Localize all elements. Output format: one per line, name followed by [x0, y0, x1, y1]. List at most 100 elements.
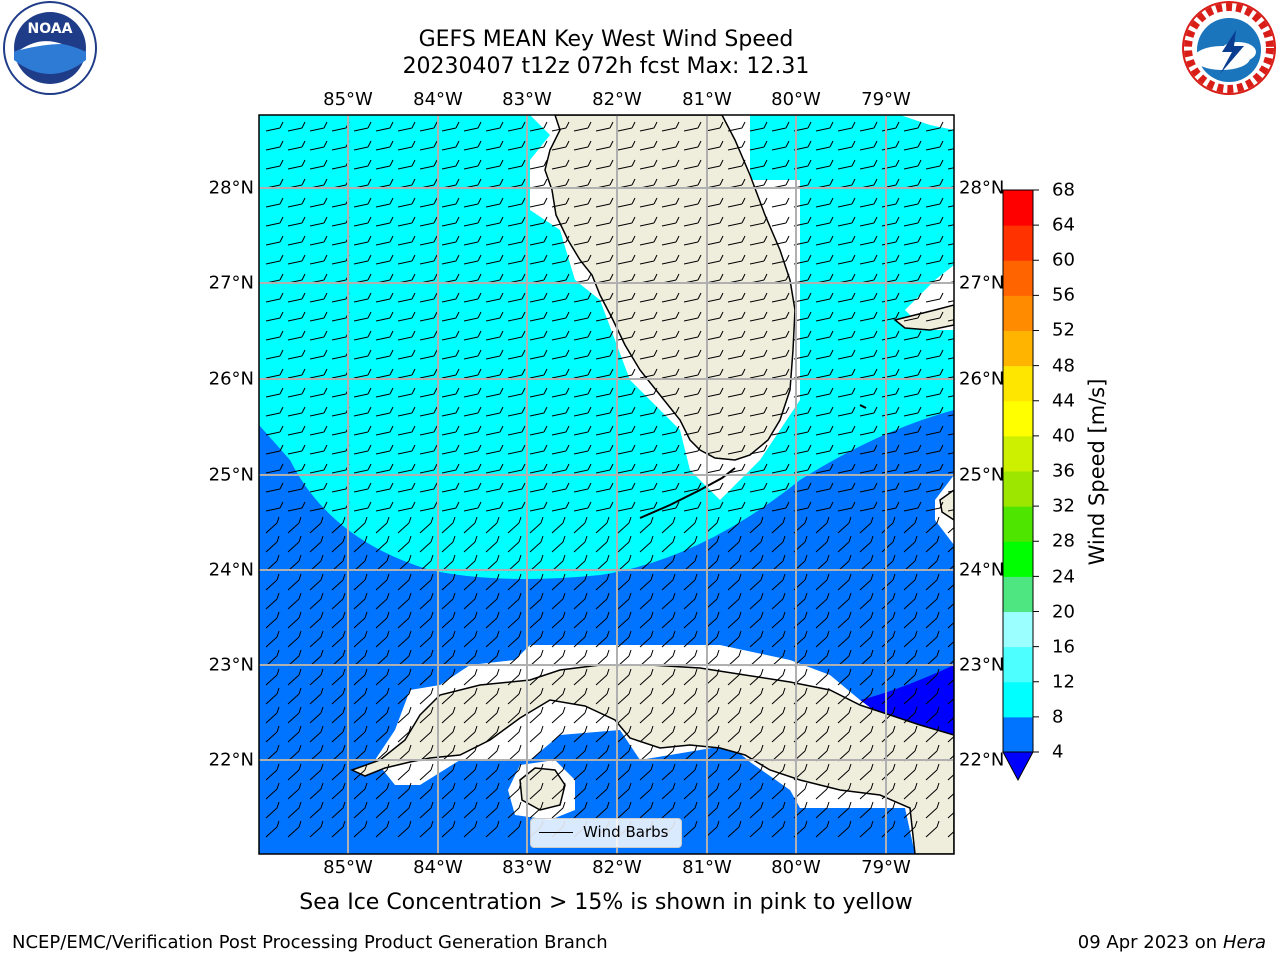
wind-barb — [551, 349, 570, 360]
wind-barb — [265, 801, 280, 819]
wind-barb — [749, 516, 764, 534]
wind-barb — [441, 197, 460, 208]
wind-barb — [309, 425, 328, 436]
wind-barb — [287, 140, 306, 151]
wind-barb — [683, 216, 702, 227]
wind-barb — [683, 801, 698, 819]
wind-barb — [837, 782, 852, 800]
wind-barb — [925, 387, 944, 398]
wind-barb — [683, 668, 698, 686]
wind-barb — [397, 820, 412, 838]
wind-barb — [309, 311, 328, 322]
lat-label-right: 28°N — [959, 177, 1005, 199]
colorbar-segment — [1003, 611, 1033, 648]
colorbar-segment — [1003, 541, 1033, 577]
lat-label-right: 22°N — [959, 749, 1005, 771]
wind-barb — [617, 254, 636, 265]
wind-barb — [573, 611, 588, 629]
wind-barb — [265, 159, 284, 170]
wind-barb — [661, 368, 680, 379]
wind-barb — [397, 482, 416, 493]
wind-barb — [881, 706, 896, 724]
wind-barb — [463, 706, 478, 724]
wind-barb — [419, 535, 434, 553]
wind-barb — [705, 140, 724, 151]
colorbar-segment — [1003, 646, 1033, 683]
wind-barb — [463, 611, 478, 629]
wind-barb — [265, 630, 280, 648]
wind-barb — [507, 668, 522, 686]
wind-barb — [639, 216, 658, 227]
wind-barb — [529, 611, 544, 629]
wind-barb — [573, 573, 588, 591]
graticule — [259, 115, 954, 854]
wind-barb — [661, 801, 676, 819]
wind-barb — [595, 630, 610, 648]
wind-barb — [265, 687, 280, 705]
wind-barb — [331, 630, 346, 648]
wind-barb — [507, 516, 522, 534]
wind-barb — [837, 425, 856, 436]
wind-barb — [595, 406, 614, 417]
wind-barb — [925, 706, 940, 724]
wind-barb — [573, 330, 592, 341]
wind-barb — [595, 706, 610, 724]
wind-barb — [375, 463, 394, 474]
wind-barb — [353, 235, 372, 246]
lat-label-left: 23°N — [208, 654, 254, 676]
colorbar-tick: 48 — [1052, 355, 1075, 377]
wind-barb — [353, 535, 368, 553]
wind-barb — [419, 349, 438, 360]
wind-barb — [727, 387, 746, 398]
wind-barb — [859, 197, 878, 208]
wind-barb — [265, 611, 280, 629]
wind-barb — [463, 292, 482, 303]
wind-barb — [287, 159, 306, 170]
wind-barb — [551, 387, 570, 398]
wind-barb — [749, 782, 764, 800]
wind-barb — [309, 368, 328, 379]
wind-barb — [353, 763, 368, 781]
wind-barb — [463, 406, 482, 417]
wind-barb — [507, 140, 526, 151]
wind-barb — [375, 121, 394, 132]
wind-barb — [727, 668, 742, 686]
wind-barb — [463, 820, 478, 838]
wind-barb — [925, 482, 944, 493]
wind-barb — [947, 300, 954, 303]
wind-barb — [463, 516, 478, 534]
wind-barb — [771, 368, 790, 379]
wind-barb — [309, 706, 324, 724]
wind-barb — [837, 311, 856, 322]
wind-barb — [309, 444, 328, 455]
wind-barb — [617, 763, 632, 781]
wind-barb — [727, 687, 742, 705]
wind-barb — [837, 706, 852, 724]
wind-barb — [397, 463, 416, 474]
wind-barb — [947, 243, 954, 246]
wind-barb — [573, 368, 592, 379]
wind-barb — [683, 630, 698, 648]
wind-barb — [265, 668, 280, 686]
wind-barb — [837, 573, 852, 591]
wind-barb — [903, 782, 918, 800]
wind-barb — [309, 406, 328, 417]
wind-barb — [573, 216, 592, 227]
wind-barb — [397, 254, 416, 265]
wind-barb — [859, 159, 878, 170]
wind-barb — [287, 463, 306, 474]
wind-barb — [463, 763, 478, 781]
wind-barb — [309, 140, 328, 151]
wind-barb — [661, 463, 680, 474]
wind-barb — [551, 611, 566, 629]
wind-barb — [925, 763, 940, 781]
wind-barb — [837, 630, 852, 648]
wind-barb — [837, 330, 856, 341]
wind-barb — [485, 630, 500, 648]
wind-barb — [573, 140, 592, 151]
wind-barb — [353, 463, 372, 474]
wind-barb — [925, 216, 944, 227]
wind-barb — [727, 516, 742, 534]
wind-barb — [859, 820, 874, 838]
wind-barb — [859, 235, 878, 246]
